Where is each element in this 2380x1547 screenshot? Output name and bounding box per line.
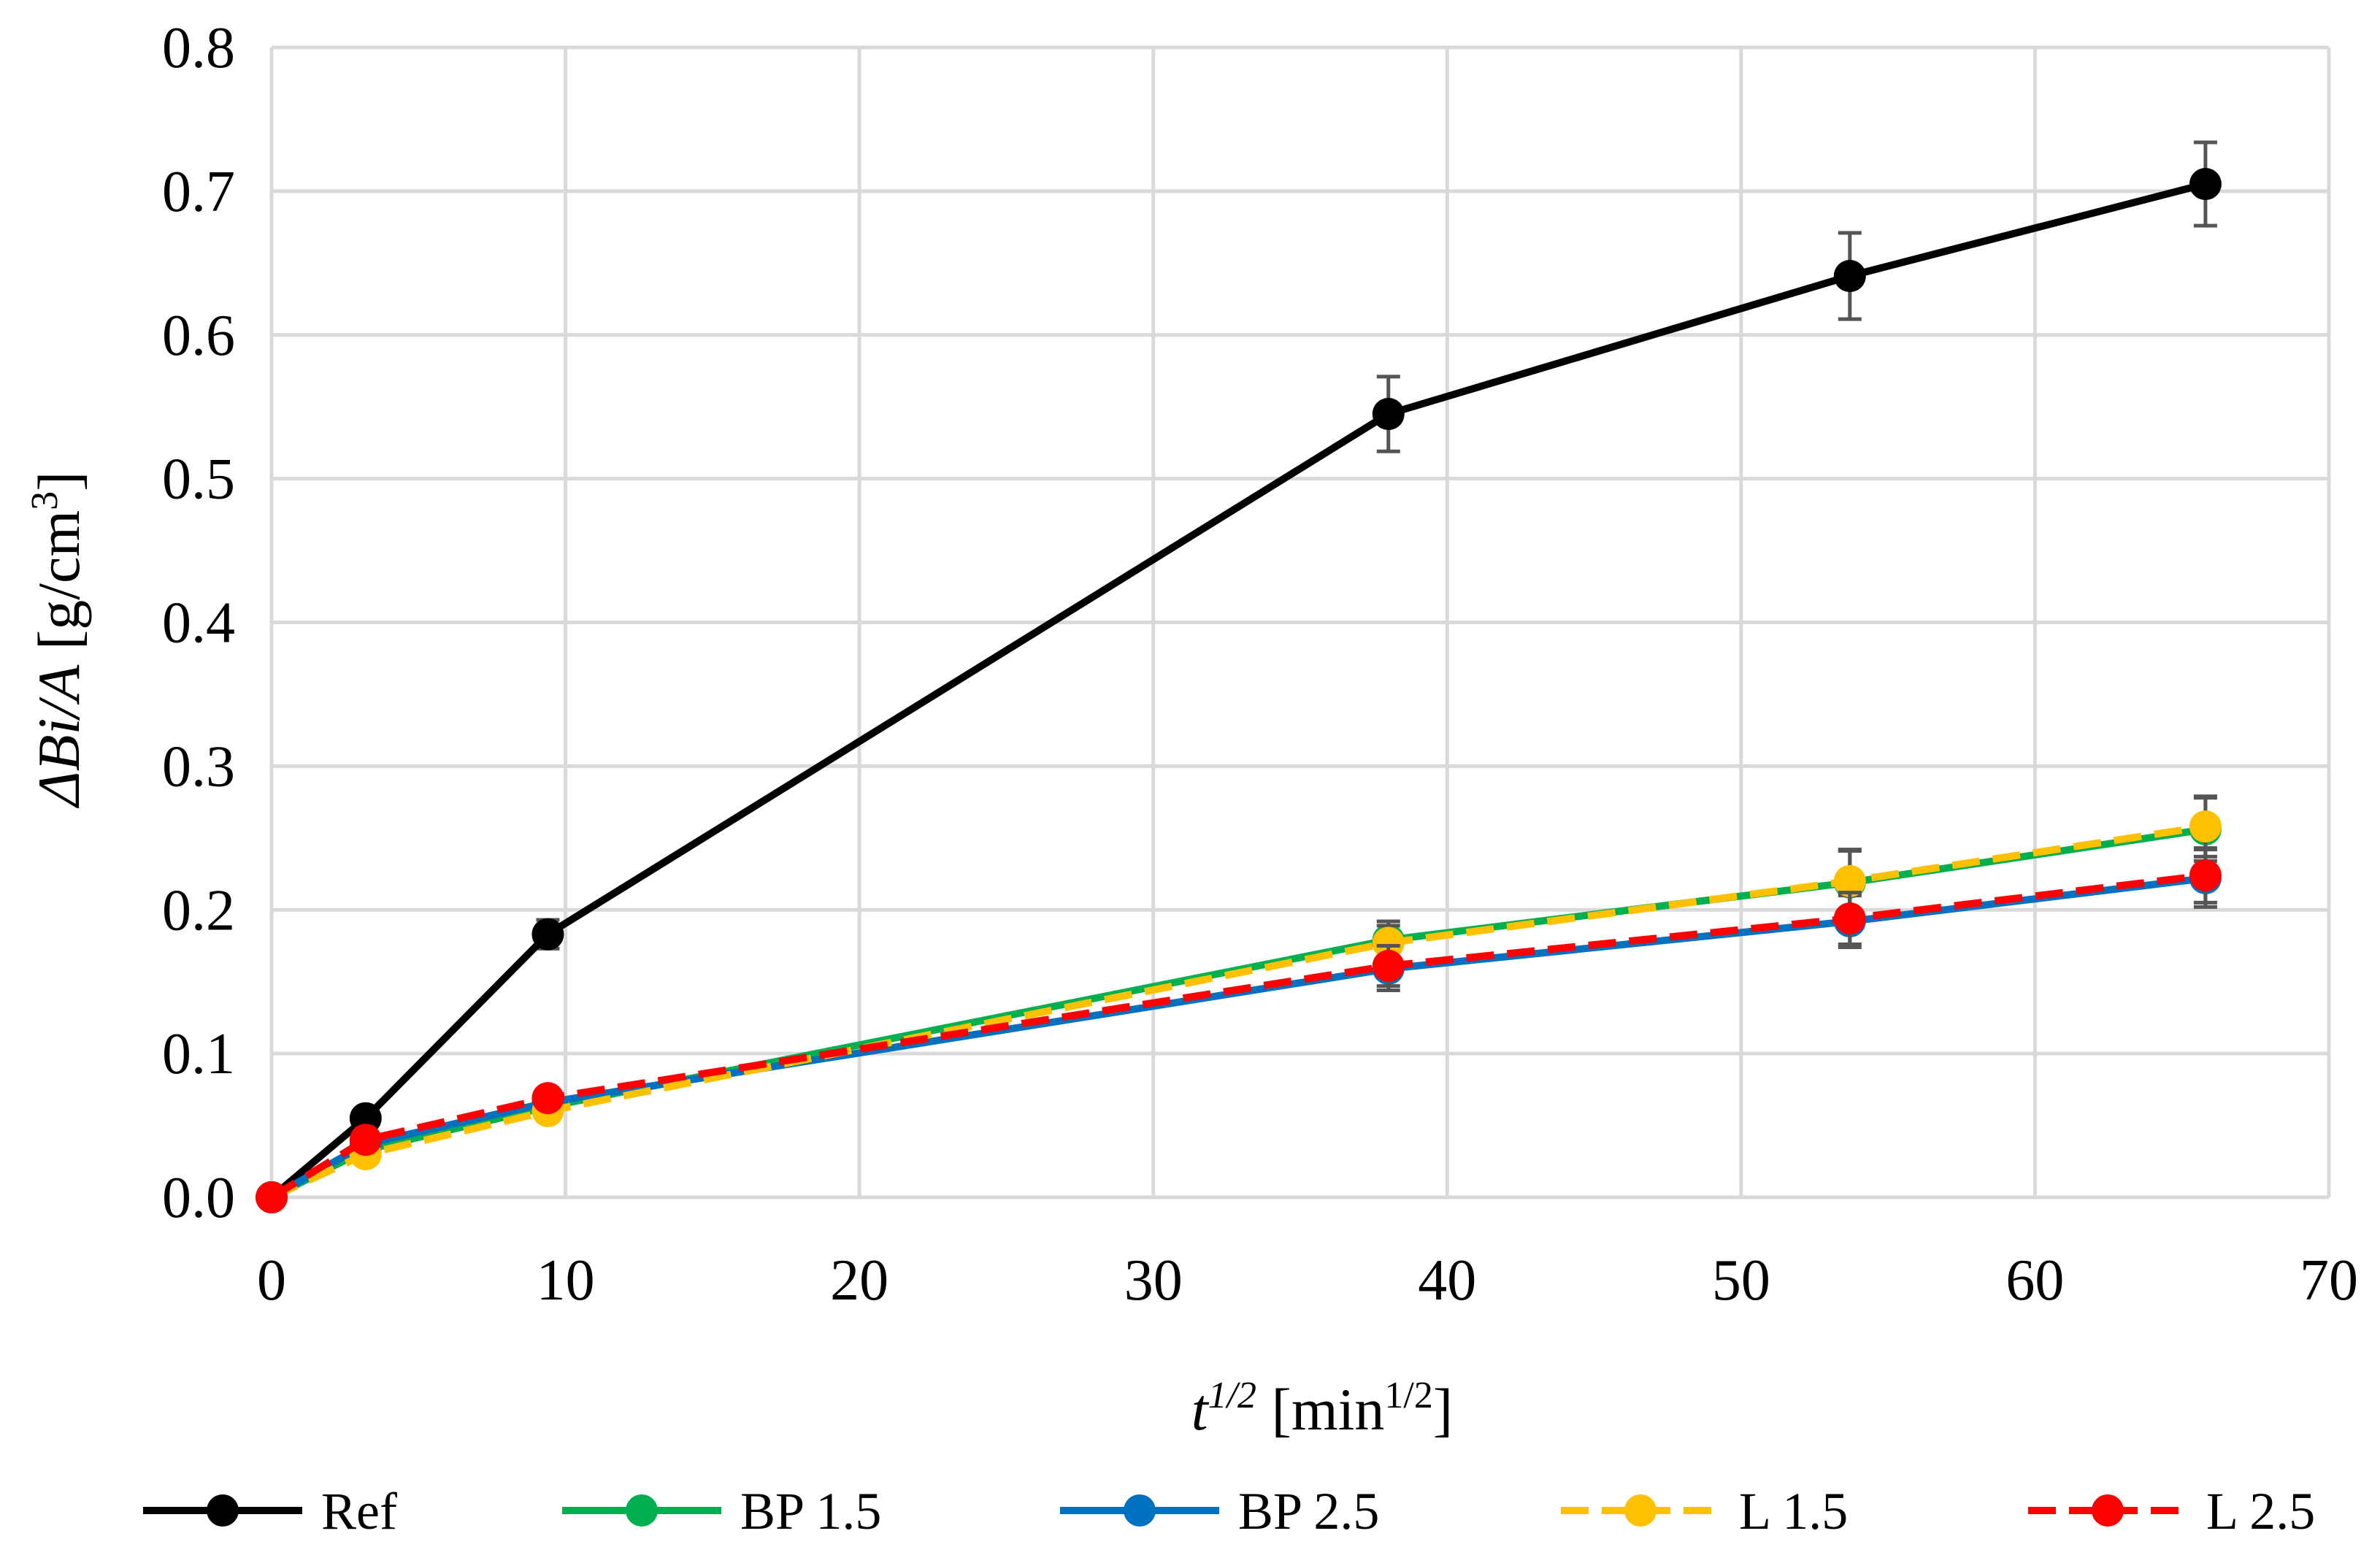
legend-item-bp-2-5: BP 2.5 bbox=[1060, 1482, 1379, 1540]
grid bbox=[269, 45, 2331, 1199]
series-line bbox=[269, 872, 2206, 1201]
series-bp-2-5 bbox=[256, 848, 2222, 1213]
data-point bbox=[1833, 864, 1866, 897]
x-tick-label: 20 bbox=[830, 1248, 888, 1313]
plot-area bbox=[256, 140, 2222, 1213]
legend-label: BP 2.5 bbox=[1238, 1482, 1379, 1540]
x-tick-label: 70 bbox=[2300, 1248, 2358, 1313]
data-point bbox=[2189, 859, 2222, 891]
series-l-1-5 bbox=[256, 794, 2222, 1213]
data-point bbox=[1372, 926, 1405, 959]
y-tick-label: 0.0 bbox=[162, 1166, 235, 1230]
legend-marker bbox=[207, 1494, 239, 1527]
y-ticks: 0.0 0.1 0.2 0.3 0.4 0.5 0.6 0.7 0.8 bbox=[162, 16, 235, 1230]
data-point bbox=[1372, 950, 1405, 983]
y-tick-label: 0.8 bbox=[162, 16, 235, 80]
data-point bbox=[2189, 168, 2222, 201]
data-point bbox=[2189, 810, 2222, 843]
legend-marker bbox=[1624, 1494, 1657, 1527]
data-point bbox=[349, 1124, 382, 1156]
series-line bbox=[269, 826, 2206, 1201]
x-tick-label: 30 bbox=[1124, 1248, 1183, 1313]
data-point bbox=[1833, 902, 1866, 935]
legend-item-bp-1-5: BP 1.5 bbox=[562, 1482, 881, 1540]
legend-item-l-1-5: L 1.5 bbox=[1561, 1482, 1848, 1540]
x-tick-label: 0 bbox=[257, 1248, 286, 1313]
legend-marker bbox=[626, 1494, 658, 1527]
y-tick-label: 0.7 bbox=[162, 160, 235, 224]
y-tick-label: 0.4 bbox=[162, 591, 235, 656]
series-line bbox=[269, 823, 2206, 1201]
x-axis-label: t1/2 [min1/2] bbox=[1191, 1375, 1453, 1443]
y-tick-label: 0.2 bbox=[162, 878, 235, 943]
x-tick-label: 50 bbox=[1712, 1248, 1770, 1313]
y-tick-label: 0.1 bbox=[162, 1022, 235, 1086]
y-tick-label: 0.6 bbox=[162, 304, 235, 368]
data-point bbox=[531, 1082, 564, 1115]
legend-label: L 2.5 bbox=[2206, 1482, 2315, 1540]
legend: Ref BP 1.5 BP 2.5 L 1.5 L 2.5 bbox=[143, 1482, 2315, 1540]
data-point bbox=[256, 1181, 288, 1213]
series-line bbox=[269, 180, 2207, 1200]
data-point bbox=[531, 918, 564, 951]
y-tick-label: 0.5 bbox=[162, 448, 235, 512]
legend-label: Ref bbox=[321, 1482, 397, 1540]
x-tick-label: 40 bbox=[1418, 1248, 1476, 1313]
x-ticks: 0 10 20 30 40 50 60 70 bbox=[257, 1248, 2358, 1313]
legend-item-l-2-5: L 2.5 bbox=[2028, 1482, 2315, 1540]
series-bp-1-5 bbox=[256, 796, 2222, 1213]
data-point bbox=[1372, 398, 1405, 431]
x-tick-label: 60 bbox=[2005, 1248, 2064, 1313]
legend-item-ref: Ref bbox=[143, 1482, 397, 1540]
series-l-2-5 bbox=[256, 846, 2222, 1213]
x-tick-label: 10 bbox=[537, 1248, 595, 1313]
data-point bbox=[1833, 260, 1866, 293]
legend-marker bbox=[2092, 1494, 2124, 1527]
legend-label: L 1.5 bbox=[1739, 1482, 1848, 1540]
legend-marker bbox=[1124, 1494, 1156, 1527]
y-axis-label: ΔBi/A [g/cm3] bbox=[24, 472, 92, 809]
legend-label: BP 1.5 bbox=[740, 1482, 881, 1540]
y-tick-label: 0.3 bbox=[162, 734, 235, 799]
